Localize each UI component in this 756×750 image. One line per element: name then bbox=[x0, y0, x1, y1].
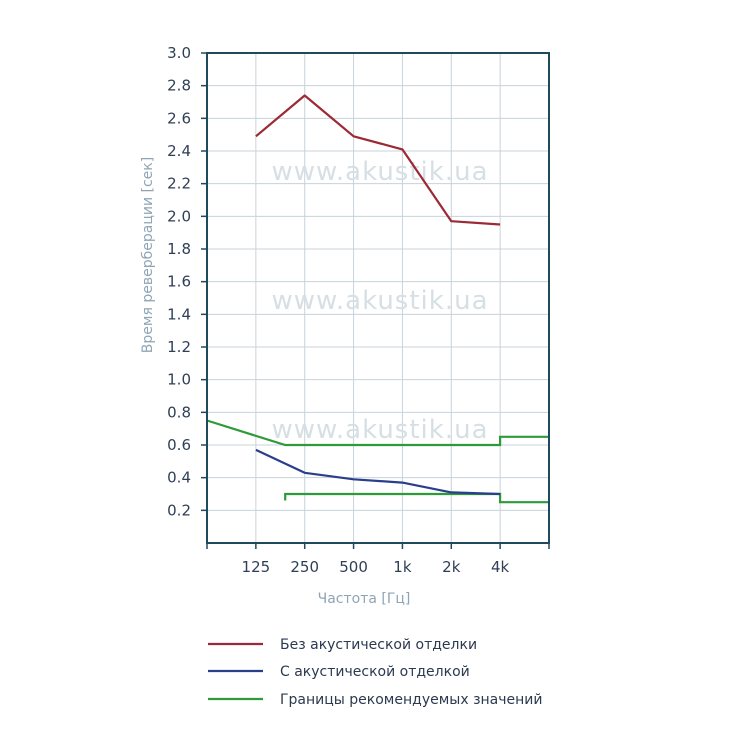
y-tick-label: 1.0 bbox=[167, 371, 191, 389]
y-tick-label: 0.4 bbox=[167, 469, 191, 487]
watermarks: www.akustik.ua www.akustik.ua www.akustik.… bbox=[271, 157, 488, 445]
y-tick-label: 2.6 bbox=[167, 109, 191, 127]
x-tick-label: 4k bbox=[491, 558, 510, 576]
y-tick-label: 2.0 bbox=[167, 207, 191, 225]
legend-label-recommended-bounds: Границы рекомендуемых значений bbox=[280, 692, 542, 708]
x-tick-label: 125 bbox=[242, 558, 271, 576]
watermark-text: www.akustik.ua bbox=[271, 415, 488, 445]
y-tick-label: 1.2 bbox=[167, 338, 191, 356]
plot-frame bbox=[206, 52, 550, 544]
recommended-lower-bound-line bbox=[284, 492, 549, 504]
legend: Без акустической отделки С акустической … bbox=[208, 637, 542, 708]
x-tick-label: 500 bbox=[339, 558, 368, 576]
y-tick-label: 0.6 bbox=[167, 436, 191, 454]
y-tick-label: 2.4 bbox=[167, 142, 191, 160]
y-axis-label: Время реверберации [сек] bbox=[140, 157, 156, 353]
grid bbox=[207, 53, 549, 543]
tick-labels: 0.2 0.4 0.6 0.8 1.0 1.2 1.4 1.6 1.8 2.0 2.2 2.4 2.6 2… bbox=[167, 44, 509, 576]
recommended-upper-bound-line bbox=[206, 419, 549, 447]
y-tick-label: 0.2 bbox=[167, 501, 191, 519]
y-tick-label: 1.8 bbox=[167, 240, 191, 258]
axes bbox=[201, 52, 550, 549]
no-treatment-line bbox=[255, 94, 501, 226]
watermark-text: www.akustik.ua bbox=[271, 286, 488, 316]
legend-label-no-treatment: Без акустической отделки bbox=[280, 637, 477, 653]
y-tick-label: 2.2 bbox=[167, 175, 191, 193]
legend-label-with-treatment: С акустической отделкой bbox=[280, 664, 470, 680]
x-axis-label: Частота [Гц] bbox=[318, 591, 411, 607]
watermark-text: www.akustik.ua bbox=[271, 157, 488, 187]
series-lines bbox=[206, 94, 549, 504]
y-tick-label: 1.6 bbox=[167, 273, 191, 291]
y-tick-label: 2.8 bbox=[167, 77, 191, 95]
x-tick-label: 1k bbox=[393, 558, 412, 576]
x-tick-label: 250 bbox=[290, 558, 319, 576]
y-tick-label: 0.8 bbox=[167, 403, 191, 421]
x-tick-label: 2k bbox=[442, 558, 461, 576]
y-tick-label: 1.4 bbox=[167, 305, 191, 323]
with-treatment-line bbox=[255, 448, 501, 496]
y-tick-label: 3.0 bbox=[167, 44, 191, 62]
